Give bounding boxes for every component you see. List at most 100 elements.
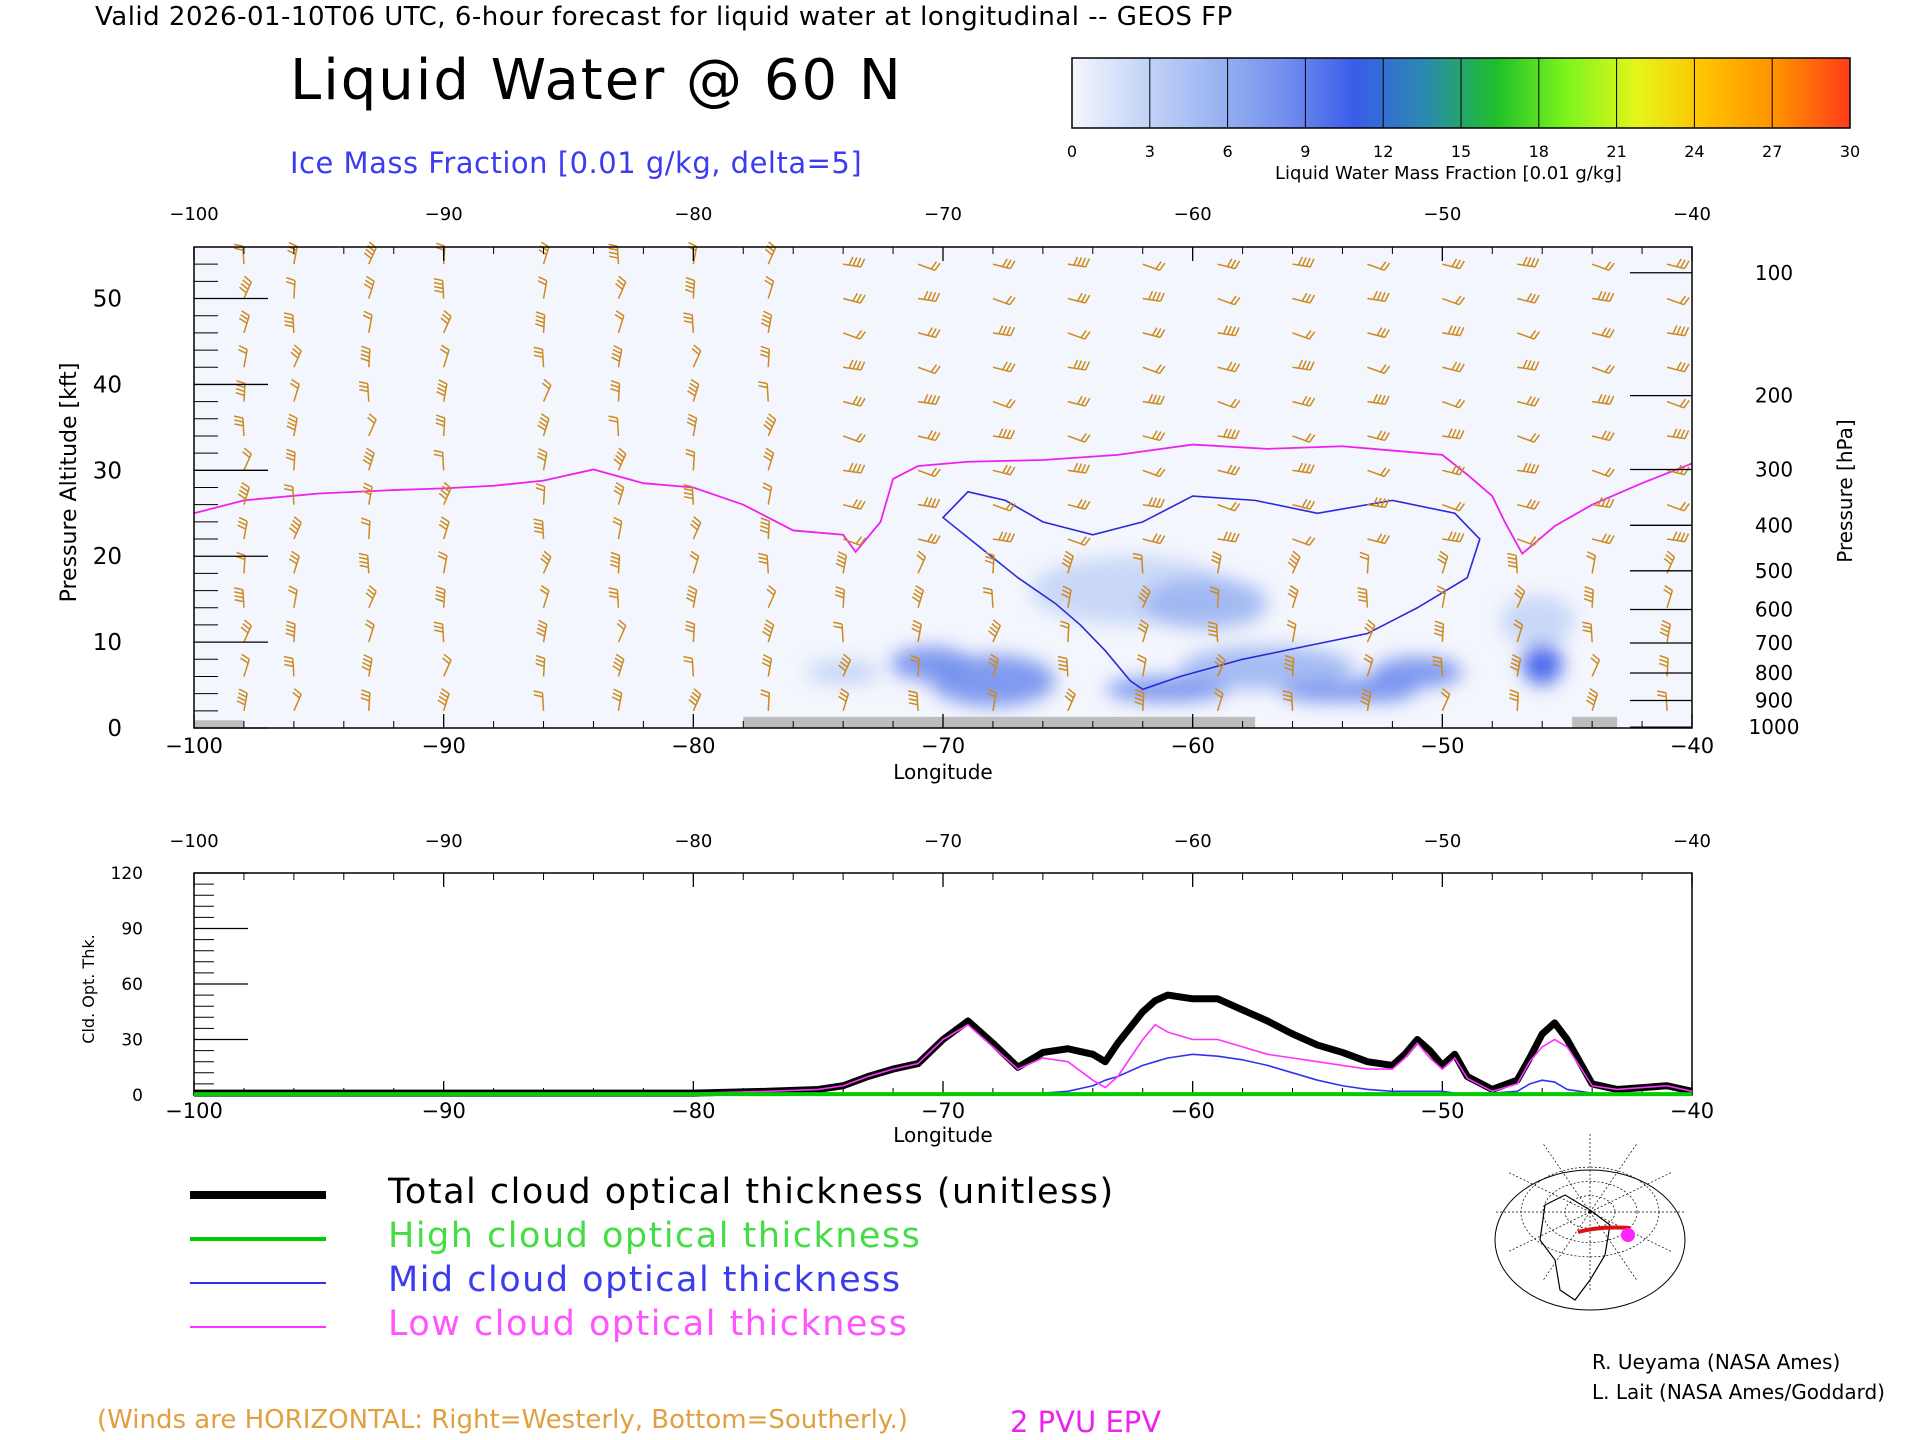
wind-barb-flag	[233, 243, 244, 247]
wind-barb-flag	[1658, 662, 1668, 668]
wind-barb-flag	[535, 323, 545, 328]
wind-barb-flag	[243, 619, 252, 627]
wind-barb-flag	[441, 657, 450, 665]
wind-barb-flag	[927, 533, 933, 542]
wind-barb-flag	[437, 699, 446, 706]
wind-barb-flag	[1683, 363, 1690, 373]
wind-barb-flag	[364, 279, 374, 286]
wind-barb-flag	[358, 381, 368, 385]
wind-barb-staff	[1666, 538, 1685, 543]
wind-barb-flag	[1459, 260, 1465, 270]
pressure-tick-label: 800	[1755, 661, 1793, 685]
wind-barb-flag	[760, 349, 770, 354]
wind-barb-staff	[691, 486, 695, 505]
wind-barb-flag	[835, 586, 845, 591]
wind-barb-flag	[1666, 550, 1675, 558]
wind-barb-staff	[1442, 332, 1461, 337]
wind-barb-staff	[442, 487, 452, 505]
wind-barb-staff	[1067, 503, 1086, 510]
wind-barb-flag	[1604, 364, 1612, 373]
colorbar-tick-label: 15	[1451, 142, 1471, 161]
x-tick-top-label: −40	[1673, 204, 1711, 225]
wind-barb-flag	[284, 320, 294, 324]
wind-barb-staff	[1516, 692, 1520, 711]
wind-barb-staff	[617, 453, 627, 471]
y-tick-label: 50	[93, 287, 122, 313]
wind-barb-flag	[1308, 331, 1316, 340]
wind-barb-flag	[535, 658, 545, 664]
wind-barb-flag	[856, 293, 862, 303]
wind-barb-flag	[1530, 499, 1536, 509]
wind-barb-flag	[613, 489, 622, 496]
wind-barb-staff	[992, 332, 1011, 337]
wind-barb-flag	[1159, 432, 1166, 441]
wind-barb-staff	[616, 246, 620, 265]
wind-barb-flag	[1132, 552, 1142, 557]
wind-barb-staff	[242, 417, 245, 437]
colorbar-tick-label: 24	[1684, 142, 1704, 161]
wind-barb-staff	[843, 263, 862, 268]
wind-barb-flag	[437, 554, 447, 561]
wind-barb-flag	[1155, 431, 1162, 440]
wind-barb-flag	[1152, 497, 1158, 507]
wind-barb-flag	[834, 594, 844, 599]
wind-barb-staff	[1217, 538, 1236, 543]
wind-barb-flag	[690, 695, 698, 703]
wind-barb-staff	[368, 486, 373, 505]
wind-barb-flag	[1679, 398, 1687, 407]
wind-barb-staff	[1066, 658, 1069, 677]
wind-barb-flag	[434, 289, 444, 294]
wind-barb-flag	[683, 312, 693, 316]
wind-barb-flag	[1282, 690, 1292, 694]
wind-barb-flag	[1155, 328, 1162, 337]
wind-barb-staff	[917, 538, 936, 545]
wind-barb-flag	[1006, 326, 1012, 336]
wind-barb-staff	[767, 315, 773, 334]
wind-barb-flag	[1301, 292, 1308, 302]
wind-barb-flag	[535, 487, 545, 492]
wind-barb-flag	[1062, 558, 1072, 565]
wind-barb-flag	[855, 433, 863, 442]
wind-barb-flag	[859, 331, 866, 340]
wind-barb-flag	[543, 550, 552, 558]
wind-barb-staff	[617, 281, 627, 299]
wind-barb-staff	[992, 503, 1011, 512]
wind-barb-flag	[686, 421, 696, 427]
wind-barb-staff	[767, 591, 777, 609]
wind-barb-staff	[293, 624, 296, 643]
wind-barb-flag	[1211, 554, 1221, 561]
wind-barb-flag	[931, 292, 937, 301]
wind-barb-flag	[608, 415, 618, 419]
wind-barb-flag	[914, 588, 923, 595]
wind-barb-flag	[360, 521, 370, 526]
wind-barb-flag	[235, 387, 245, 393]
optical-x-tick-label: −90	[422, 1099, 466, 1123]
wind-barb-staff	[441, 624, 445, 643]
wind-barb-flag	[766, 588, 775, 596]
wind-barb-flag	[992, 619, 1001, 627]
wind-barb-flag	[616, 622, 625, 630]
wind-barb-staff	[691, 314, 695, 333]
wind-barb-flag	[236, 551, 246, 557]
wind-barb-staff	[992, 625, 1001, 643]
wind-barb-flag	[1522, 256, 1528, 266]
wind-barb-staff	[1666, 263, 1685, 270]
wind-barb-flag	[988, 630, 996, 638]
wind-barb-flag	[987, 688, 997, 694]
wind-barb-flag	[693, 516, 702, 524]
wind-barb-flag	[362, 314, 372, 320]
wind-barb-flag	[840, 688, 849, 695]
wind-barb-flag	[1361, 692, 1371, 698]
wind-barb-flag	[1010, 327, 1016, 336]
wind-barb-flag	[1584, 586, 1594, 591]
colorbar-tick-label: 21	[1606, 142, 1626, 161]
wind-barb-staff	[843, 469, 862, 474]
wind-barb-flag	[435, 418, 445, 423]
wind-barb-flag	[859, 397, 866, 407]
wind-barb-flag	[284, 488, 294, 492]
wind-barb-flag	[1234, 466, 1241, 476]
wind-barb-staff	[368, 624, 375, 643]
wind-barb-staff	[1067, 555, 1074, 574]
wind-barb-staff	[692, 555, 700, 574]
